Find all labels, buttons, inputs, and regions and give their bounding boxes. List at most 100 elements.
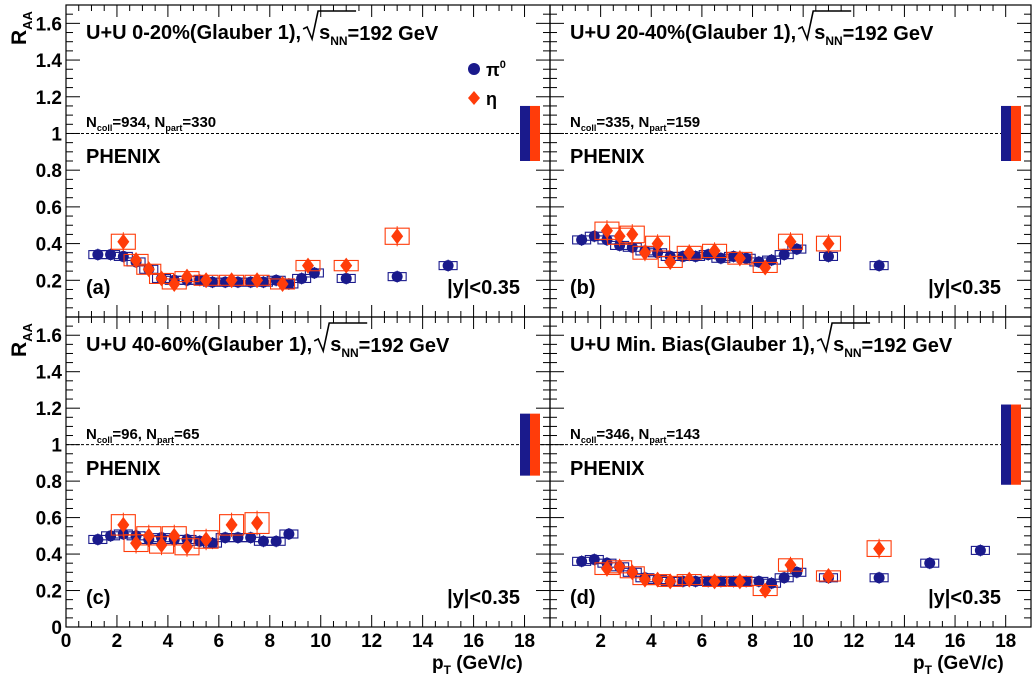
- panel-label: (d): [570, 587, 596, 609]
- experiment-label: PHENIX: [570, 146, 645, 168]
- y-tick-label: 0.4: [36, 235, 63, 256]
- eta-global-uncertainty: [1011, 404, 1021, 485]
- pi0-point: [92, 533, 104, 545]
- y-tick-label: 1: [51, 436, 62, 457]
- x-tick-label: 14: [412, 631, 434, 652]
- eta-point: [391, 228, 404, 245]
- sqrt-symbol: [302, 10, 357, 42]
- panel-label: (b): [570, 277, 596, 299]
- eta-point: [708, 573, 721, 590]
- x-tick-label: 6: [214, 631, 225, 652]
- eta-point: [613, 228, 626, 245]
- pi0-global-uncertainty: [1001, 105, 1011, 161]
- pi0-point: [257, 535, 269, 547]
- x-tick-label: 2: [112, 631, 123, 652]
- y-tick-label: 0: [51, 618, 62, 639]
- x-tick-label: 0: [61, 631, 72, 652]
- x-axis-title: pT (GeV/c): [913, 653, 1004, 677]
- y-tick-label: 1.6: [36, 326, 62, 347]
- pi0-point: [924, 557, 936, 569]
- legend-pi0-label: π0: [486, 59, 506, 80]
- energy-label: sNN=192 GeV: [330, 334, 450, 360]
- energy-label: sNN=192 GeV: [319, 22, 439, 48]
- eta-point: [200, 272, 213, 289]
- panel-label: (c): [86, 587, 110, 609]
- eta-point: [225, 272, 238, 289]
- eta-point: [733, 250, 746, 267]
- x-tick-label: 8: [747, 631, 758, 652]
- rapidity-label: |y|<0.35: [928, 277, 1001, 299]
- panel-title: U+U 20-40%(Glauber 1),: [570, 22, 796, 44]
- x-tick-label: 4: [646, 631, 657, 652]
- eta-global-uncertainty: [530, 413, 540, 476]
- eta-point: [302, 257, 314, 274]
- eta-global-uncertainty: [530, 105, 540, 161]
- sqrt-symbol: [797, 10, 852, 42]
- pi0-global-uncertainty: [1001, 404, 1011, 485]
- eta-point: [638, 571, 651, 588]
- pi0-point: [105, 530, 117, 542]
- pi0-global-uncertainty: [520, 105, 530, 161]
- y-tick-label: 0.8: [36, 472, 62, 493]
- eta-point: [784, 557, 797, 573]
- eta-point: [340, 257, 353, 274]
- axis-ticks: [65, 4, 550, 318]
- eta-point: [168, 275, 181, 292]
- panel-title: U+U 0-20%(Glauber 1),: [86, 22, 301, 44]
- pi0-point: [791, 566, 803, 578]
- eta-point: [600, 222, 613, 239]
- pi0-point: [117, 250, 129, 262]
- panel-b: U+U 20-40%(Glauber 1), sNN=192 GeV Ncoll=…: [549, 4, 1032, 318]
- y-tick-label: 0.4: [36, 545, 63, 566]
- rapidity-label: |y|<0.35: [928, 587, 1001, 609]
- x-tick-label: 12: [361, 631, 382, 652]
- rapidity-label: |y|<0.35: [447, 587, 520, 609]
- axis-ticks: [65, 316, 550, 628]
- eta-point: [181, 268, 193, 285]
- eta-point: [822, 235, 835, 252]
- x-tick-label: 16: [944, 631, 965, 652]
- energy-label: sNN=192 GeV: [833, 334, 953, 360]
- x-tick-label: 6: [697, 631, 708, 652]
- x-tick-label: 8: [265, 631, 276, 652]
- y-tick-label: 1.4: [36, 363, 63, 384]
- panel-label: (a): [86, 277, 110, 299]
- axis-ticks: [549, 4, 1031, 318]
- pi0-point: [974, 544, 986, 556]
- sqrt-symbol: [816, 322, 871, 354]
- eta-point: [181, 538, 193, 555]
- y-tick-label: 1.4: [36, 51, 63, 72]
- eta-point: [155, 536, 168, 553]
- eta-point: [251, 272, 264, 289]
- pi0-point: [270, 535, 282, 547]
- sqrt-symbol: [313, 322, 368, 354]
- pi0-point: [873, 260, 885, 272]
- y-tick-label: 1.2: [36, 88, 62, 109]
- eta-point: [613, 558, 626, 575]
- eta-point: [626, 564, 639, 581]
- x-axis-title: pT (GeV/c): [432, 653, 523, 677]
- y-tick-label: 1.2: [36, 399, 62, 420]
- eta-point: [117, 233, 130, 250]
- eta-point: [651, 235, 664, 252]
- axis-ticks: [549, 316, 1031, 628]
- pi0-point: [778, 572, 790, 584]
- ncoll-npart: Ncoll=96, Npart=65: [86, 426, 199, 445]
- pi0-point: [778, 249, 790, 261]
- y-tick-label: 0.6: [36, 198, 62, 219]
- eta-point: [130, 535, 143, 552]
- eta-point: [708, 242, 721, 259]
- pi0-point: [442, 260, 454, 272]
- eta-point: [873, 540, 886, 557]
- pi0-point: [105, 249, 117, 261]
- rapidity-label: |y|<0.35: [447, 277, 520, 299]
- x-tick-label: 4: [163, 631, 174, 652]
- panel-title: U+U 40-60%(Glauber 1),: [86, 334, 312, 356]
- legend-pi0-marker: [468, 63, 480, 75]
- panel-title: U+U Min. Bias(Glauber 1),: [570, 334, 815, 356]
- y-tick-label: 0.6: [36, 509, 62, 530]
- x-tick-label: 2: [595, 631, 606, 652]
- x-tick-label: 18: [995, 631, 1016, 652]
